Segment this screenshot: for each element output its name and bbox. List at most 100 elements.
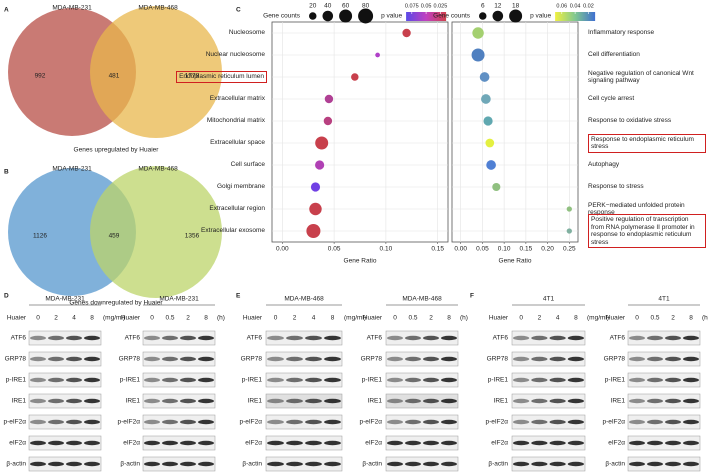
category-label: Inflammatory response (588, 29, 655, 37)
blot-band (305, 398, 322, 404)
lane-label: 2 (54, 315, 58, 322)
blot-band (665, 335, 681, 341)
blot-band (66, 335, 82, 341)
colorbar (555, 12, 596, 21)
blot-band (387, 419, 403, 425)
lane-label: 0 (393, 315, 397, 322)
blot-band (405, 398, 421, 404)
lane-label: 2 (429, 315, 433, 322)
blot-band (665, 398, 681, 404)
blot-band (324, 335, 341, 341)
colorbar-tick-label: 0.075 (405, 3, 419, 9)
blot-band (180, 335, 196, 341)
blot-band (267, 440, 284, 446)
blot-strip (511, 435, 586, 451)
blot-band (423, 335, 439, 341)
x-tick-label: 0.25 (563, 246, 576, 253)
colorbar-tick-label: 0.05 (421, 3, 432, 9)
protein-label: IRE1 (248, 398, 263, 405)
category-label: Golgi membrane (216, 183, 265, 191)
lane-label: 0 (36, 315, 40, 322)
blot-band (286, 419, 303, 425)
blot-band (549, 419, 566, 425)
blot-band (305, 377, 322, 383)
protein-label: ATF6 (610, 335, 626, 342)
blot-band (531, 440, 548, 446)
blot-band (423, 440, 439, 446)
lane-label: 8 (574, 315, 578, 322)
blot-band (441, 335, 457, 341)
protein-label: GRP78 (241, 356, 263, 363)
blot-band (180, 377, 196, 383)
dot (483, 116, 493, 126)
blot-band (180, 356, 196, 362)
set-label: MDA-MB-231 (52, 166, 92, 173)
dot (315, 136, 329, 150)
blot-strip (28, 435, 102, 451)
colorbar-tick-label: 0.025 (433, 3, 447, 9)
blot-band (513, 398, 530, 404)
blot-band (84, 377, 100, 383)
blot-band (180, 398, 196, 404)
blot-band (629, 440, 645, 446)
protein-label: p-IRE1 (6, 377, 27, 384)
size-key (339, 9, 353, 23)
x-tick-label: 0.05 (476, 246, 489, 253)
blot-strip (627, 372, 701, 388)
blot-band (180, 440, 196, 446)
blot-strip (511, 351, 586, 367)
venn-count: 992 (35, 73, 46, 80)
blot-band (198, 335, 214, 341)
unit-label: (mg/ml) (103, 315, 125, 322)
blot-strip (265, 372, 343, 388)
lane-label: 2 (538, 315, 542, 322)
protein-label: GRP78 (487, 356, 509, 363)
blot-band (513, 461, 530, 467)
blot-strip (142, 351, 216, 367)
protein-label: ATF6 (247, 335, 263, 342)
blot-band (84, 461, 100, 467)
dot (481, 94, 491, 104)
panel-letter: A (4, 7, 9, 14)
blot-band (387, 461, 403, 467)
size-key-label: 20 (309, 3, 317, 10)
blot-band (513, 440, 530, 446)
x-axis-label: Gene Ratio (499, 258, 532, 265)
blot-strip (265, 435, 343, 451)
category-label: PERK−mediated unfolded protein response (588, 201, 685, 217)
blot-band (531, 461, 548, 467)
blot-band (180, 461, 196, 467)
blot-band (180, 419, 196, 425)
blot-band (567, 440, 584, 446)
lane-label: 4 (556, 315, 560, 322)
category-label: Positive regulation of transcription fro… (588, 214, 706, 248)
panel-letter: C (236, 7, 241, 14)
category-label: Negative regulation of canonical Wnt sig… (588, 69, 694, 85)
lane-label: 0 (150, 315, 154, 322)
set-label: MDA-MB-468 (138, 5, 178, 12)
protein-label: IRE1 (494, 398, 509, 405)
dot (566, 228, 572, 234)
blot-band (162, 377, 178, 383)
blot-band (267, 335, 284, 341)
blot-band (531, 419, 548, 425)
colorbar-tick-label: 0.02 (583, 3, 594, 9)
category-label: Endoplasmic reticulum lumen (176, 71, 267, 83)
protein-label: IRE1 (611, 398, 626, 405)
lane-label: 8 (689, 315, 693, 322)
lane-label: 0 (274, 315, 278, 322)
size-key (509, 9, 523, 23)
blot-band (305, 419, 322, 425)
blot-band (267, 356, 284, 362)
blot-band (387, 335, 403, 341)
protein-label: p-eIF2α (117, 419, 140, 426)
size-key (492, 10, 504, 22)
blot-band (144, 356, 160, 362)
blot-band (567, 356, 584, 362)
blot-band (66, 461, 82, 467)
venn-count: 481 (109, 73, 120, 80)
blot-band (665, 356, 681, 362)
blot-band (549, 440, 566, 446)
blot-strip (28, 351, 102, 367)
